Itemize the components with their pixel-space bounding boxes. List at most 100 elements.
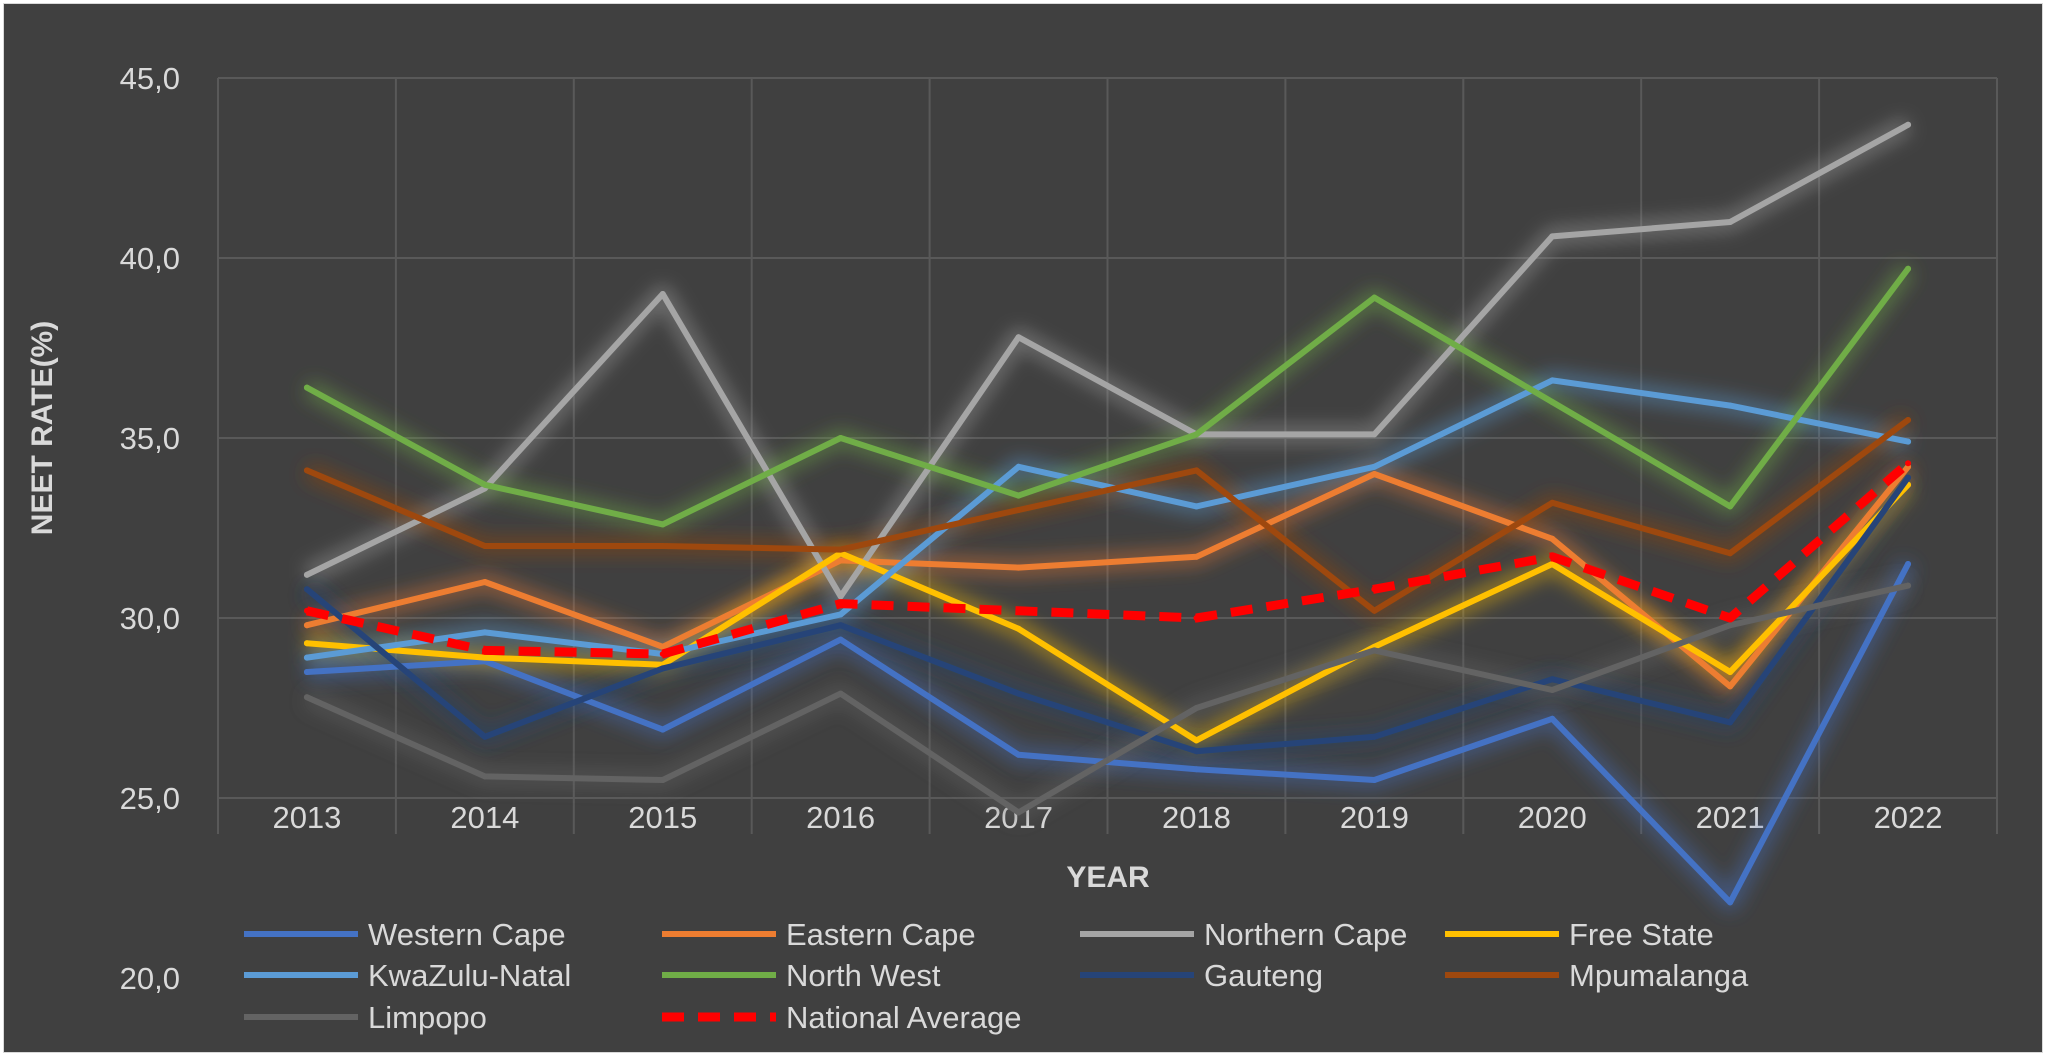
data-point-eastern-cape bbox=[659, 643, 666, 650]
legend-label-gauteng: Gauteng bbox=[1204, 958, 1323, 993]
data-point-gauteng bbox=[303, 586, 310, 593]
data-point-eastern-cape bbox=[481, 579, 488, 585]
data-point-eastern-cape bbox=[1549, 535, 1556, 542]
data-point-eastern-cape bbox=[837, 557, 844, 564]
data-point-mpumalanga bbox=[1371, 607, 1378, 614]
data-point-free-state bbox=[481, 654, 488, 661]
data-point-national-average bbox=[1905, 460, 1912, 467]
data-point-kwazulu-natal bbox=[1727, 402, 1734, 409]
data-point-gauteng bbox=[1727, 719, 1734, 726]
data-point-north-west bbox=[481, 481, 488, 488]
data-point-western-cape bbox=[1727, 899, 1734, 906]
data-point-northern-cape bbox=[1371, 431, 1378, 438]
data-point-northern-cape bbox=[1549, 233, 1556, 240]
legend-label-western-cape: Western Cape bbox=[368, 917, 566, 952]
x-axis-title: YEAR bbox=[1066, 861, 1150, 894]
data-point-national-average bbox=[837, 600, 844, 607]
data-point-national-average bbox=[303, 607, 310, 614]
data-point-eastern-cape bbox=[1193, 553, 1200, 560]
data-point-mpumalanga bbox=[659, 543, 666, 549]
data-point-national-average bbox=[1371, 586, 1378, 593]
data-point-western-cape bbox=[1371, 777, 1378, 783]
legend-label-northern-cape: Northern Cape bbox=[1204, 917, 1407, 952]
data-point-national-average bbox=[1015, 607, 1022, 614]
data-point-eastern-cape bbox=[1727, 683, 1734, 690]
data-point-north-west bbox=[1015, 492, 1022, 499]
data-point-north-west bbox=[1727, 503, 1734, 510]
data-point-western-cape bbox=[1549, 715, 1556, 722]
data-point-mpumalanga bbox=[1727, 550, 1734, 557]
series-line-free-state bbox=[303, 481, 1912, 744]
data-point-limpopo bbox=[1193, 705, 1200, 711]
legend-label-mpumalanga: Mpumalanga bbox=[1569, 958, 1749, 993]
data-point-mpumalanga bbox=[1015, 507, 1022, 513]
data-point-kwazulu-natal bbox=[1905, 438, 1912, 445]
x-tick-label: 2013 bbox=[272, 800, 341, 835]
y-tick-label: 25,0 bbox=[120, 781, 180, 816]
x-tick-label: 2020 bbox=[1518, 800, 1587, 835]
data-point-western-cape bbox=[837, 636, 844, 643]
data-point-free-state bbox=[303, 640, 310, 647]
data-point-national-average bbox=[659, 651, 666, 657]
data-point-north-west bbox=[1371, 294, 1378, 301]
legend-label-national-average: National Average bbox=[786, 1000, 1022, 1035]
data-point-national-average bbox=[481, 647, 488, 654]
data-point-eastern-cape bbox=[1015, 564, 1022, 571]
data-point-mpumalanga bbox=[481, 543, 488, 549]
data-point-northern-cape bbox=[659, 291, 666, 297]
data-point-north-west bbox=[303, 384, 310, 391]
data-point-gauteng bbox=[1371, 733, 1378, 740]
data-point-eastern-cape bbox=[1371, 471, 1378, 477]
data-point-limpopo bbox=[1905, 582, 1912, 589]
data-point-free-state bbox=[1727, 669, 1734, 675]
series-line-national-average bbox=[305, 459, 1912, 659]
data-point-north-west bbox=[837, 435, 844, 441]
y-axis-ticks: 20,0 25,0 30,0 35,0 40,0 45,0 bbox=[120, 61, 180, 996]
data-point-national-average bbox=[1193, 615, 1200, 621]
data-point-northern-cape bbox=[1015, 334, 1022, 341]
legend: Western Cape Eastern Cape Northern Cape Fre… bbox=[244, 917, 1749, 1035]
data-point-mpumalanga bbox=[1549, 499, 1556, 506]
data-point-north-west bbox=[659, 521, 666, 528]
data-point-western-cape bbox=[1905, 561, 1912, 567]
y-axis-title: NEET RATE(%) bbox=[26, 321, 59, 535]
data-point-limpopo bbox=[837, 690, 844, 697]
data-point-western-cape bbox=[659, 726, 666, 733]
data-point-limpopo bbox=[1549, 687, 1556, 693]
x-tick-label: 2014 bbox=[450, 800, 519, 835]
data-point-western-cape bbox=[1015, 751, 1022, 758]
series-line-northern-cape bbox=[303, 121, 1912, 600]
data-point-free-state bbox=[1549, 561, 1556, 567]
data-point-northern-cape bbox=[303, 571, 310, 578]
x-axis-ticks: 2013 2014 2015 2016 2017 2018 2019 2020 2021 2022 bbox=[272, 800, 1942, 835]
data-point-gauteng bbox=[1015, 690, 1022, 697]
data-point-limpopo bbox=[1727, 622, 1734, 629]
data-point-mpumalanga bbox=[303, 467, 310, 474]
data-point-northern-cape bbox=[1905, 121, 1912, 128]
data-point-limpopo bbox=[303, 694, 310, 701]
data-point-national-average bbox=[1727, 615, 1734, 621]
data-point-north-west bbox=[1905, 265, 1912, 272]
series-line-north-west bbox=[303, 265, 1912, 528]
data-point-free-state bbox=[1193, 737, 1200, 744]
data-point-north-west bbox=[1549, 399, 1556, 405]
x-tick-label: 2016 bbox=[806, 800, 875, 835]
data-point-gauteng bbox=[837, 622, 844, 629]
y-tick-label: 40,0 bbox=[120, 241, 180, 276]
data-point-kwazulu-natal bbox=[481, 629, 488, 636]
data-point-gauteng bbox=[1905, 474, 1912, 481]
series-lines bbox=[303, 121, 1912, 906]
data-point-kwazulu-natal bbox=[1371, 463, 1378, 470]
data-point-kwazulu-natal bbox=[1549, 377, 1556, 384]
legend-label-free-state: Free State bbox=[1569, 917, 1714, 952]
series-line-gauteng bbox=[303, 474, 1912, 755]
x-tick-label: 2022 bbox=[1874, 800, 1943, 835]
data-point-limpopo bbox=[481, 773, 488, 780]
y-tick-label: 45,0 bbox=[120, 61, 180, 96]
data-point-limpopo bbox=[659, 777, 666, 783]
data-point-northern-cape bbox=[1727, 219, 1734, 225]
data-point-gauteng bbox=[1549, 676, 1556, 683]
legend-label-kwazulu-natal: KwaZulu-Natal bbox=[368, 958, 571, 993]
data-point-limpopo bbox=[1371, 647, 1378, 654]
